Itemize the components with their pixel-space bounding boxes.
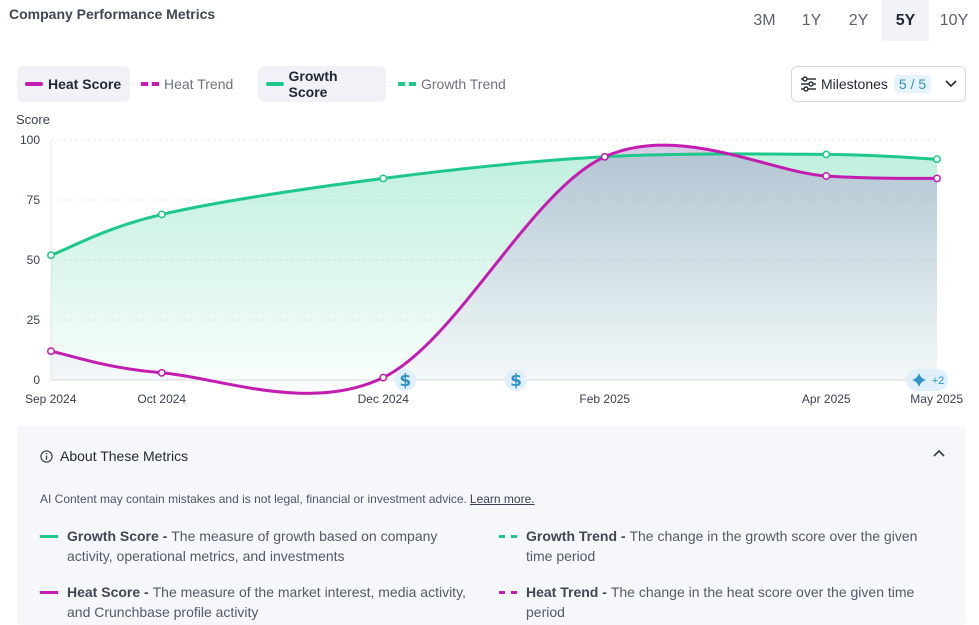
x-tick-label: Apr 2025 xyxy=(802,392,851,406)
heat-score-term: Heat Score xyxy=(67,584,141,600)
heat-score-swatch xyxy=(40,591,58,594)
about-header: About These Metrics xyxy=(40,448,188,464)
growth-score-term: Growth Score xyxy=(67,528,159,544)
performance-chart: Score 0 25 50 75 100 Sep 2024 Oct 2024 Dec 202… xyxy=(16,112,963,406)
sparkle-icon xyxy=(912,373,926,387)
y-axis-ticks: 0 25 50 75 100 xyxy=(20,133,40,387)
tab-2y[interactable]: 2Y xyxy=(848,11,869,29)
milestone-marker-group[interactable]: +2 xyxy=(906,369,948,391)
data-point[interactable] xyxy=(933,155,941,164)
growth-trend-swatch xyxy=(398,82,416,86)
x-tick-label: Sep 2024 xyxy=(25,392,77,406)
filter-sliders-icon xyxy=(801,76,816,92)
milestones-count-badge: 5 / 5 xyxy=(893,75,932,93)
x-tick-label: Feb 2025 xyxy=(579,392,630,406)
growth-score-swatch xyxy=(266,82,284,86)
y-tick-label: 50 xyxy=(27,253,41,267)
x-tick-label: May 2025 xyxy=(910,392,963,406)
heat-trend-definition: Heat Trend - The change in the heat scor… xyxy=(499,582,929,622)
ai-disclaimer: AI Content may contain mistakes and is n… xyxy=(40,492,535,506)
growth-score-text: The measure of growth based on company a… xyxy=(67,528,438,564)
milestone-overflow-count: +2 xyxy=(932,375,945,387)
milestone-marker[interactable]: $ xyxy=(394,369,417,391)
tab-1y[interactable]: 1Y xyxy=(801,11,822,29)
growth-trend-swatch xyxy=(499,535,517,538)
tab-3m[interactable]: 3M xyxy=(753,11,776,29)
time-range-tabs: 3M 1Y 2Y 5Y 10Y xyxy=(741,0,979,41)
chevron-up-icon[interactable] xyxy=(932,446,946,460)
heat-trend-term: Heat Trend xyxy=(526,584,599,600)
dollar-icon: $ xyxy=(510,371,522,391)
x-tick-label: Oct 2024 xyxy=(137,392,186,406)
heat-score-text: The measure of the market interest, medi… xyxy=(67,584,466,620)
y-axis-title: Score xyxy=(16,112,50,127)
dollar-icon: $ xyxy=(399,371,411,391)
data-point[interactable] xyxy=(379,373,388,382)
heat-trend-swatch xyxy=(141,82,159,86)
tab-5y[interactable]: 5Y xyxy=(882,0,929,41)
y-tick-label: 25 xyxy=(27,313,41,327)
legend-growth-score[interactable]: Growth Score xyxy=(258,66,386,102)
growth-score-definition: Growth Score - The measure of growth bas… xyxy=(40,526,470,566)
legend-growth-trend[interactable]: Growth Trend xyxy=(390,66,520,102)
about-metrics-panel: About These Metrics AI Content may conta… xyxy=(17,426,966,625)
growth-score-swatch xyxy=(40,535,58,538)
heat-trend-swatch xyxy=(499,591,517,594)
growth-trend-definition: Growth Trend - The change in the growth … xyxy=(499,526,929,566)
learn-more-link[interactable]: Learn more. xyxy=(469,492,535,506)
milestones-dropdown[interactable]: Milestones 5 / 5 xyxy=(791,66,966,102)
data-point[interactable] xyxy=(47,251,55,260)
data-point[interactable] xyxy=(157,210,166,219)
data-points xyxy=(47,150,941,382)
data-point[interactable] xyxy=(379,174,388,183)
x-tick-label: Dec 2024 xyxy=(358,392,410,406)
heat-trend-text: The change in the heat score over the gi… xyxy=(526,584,915,620)
info-icon xyxy=(40,449,53,463)
milestone-markers: $ $ +2 xyxy=(394,369,948,391)
milestones-label: Milestones xyxy=(821,76,888,92)
about-title: About These Metrics xyxy=(60,448,189,464)
heat-score-area xyxy=(51,145,937,394)
heat-score-swatch xyxy=(25,82,43,86)
data-point[interactable] xyxy=(933,174,941,183)
legend-heat-score-label: Heat Score xyxy=(48,76,122,92)
milestone-marker[interactable]: $ xyxy=(505,369,527,391)
y-tick-label: 0 xyxy=(33,373,40,387)
data-point[interactable] xyxy=(822,172,831,180)
data-point[interactable] xyxy=(822,150,831,159)
data-point[interactable] xyxy=(157,368,166,377)
x-axis-ticks: Sep 2024 Oct 2024 Dec 2024 Feb 2025 Apr 2025… xyxy=(25,392,963,406)
legend-heat-trend[interactable]: Heat Trend xyxy=(133,66,256,102)
y-tick-label: 100 xyxy=(20,133,40,147)
page-title: Company Performance Metrics xyxy=(9,6,216,22)
tab-10y[interactable]: 10Y xyxy=(939,11,969,29)
growth-trend-term: Growth Trend xyxy=(526,528,617,544)
legend-growth-trend-label: Growth Trend xyxy=(421,76,506,92)
legend-heat-trend-label: Heat Trend xyxy=(164,76,234,92)
disclaimer-text: AI Content may contain mistakes and is n… xyxy=(40,492,467,506)
legend-growth-score-label: Growth Score xyxy=(288,68,338,100)
chevron-down-icon xyxy=(945,80,957,88)
legend-heat-score[interactable]: Heat Score xyxy=(17,66,130,102)
data-point[interactable] xyxy=(47,347,55,356)
y-tick-label: 75 xyxy=(27,193,41,207)
heat-score-definition: Heat Score - The measure of the market i… xyxy=(40,582,470,622)
data-point[interactable] xyxy=(600,152,609,161)
chart-legend: Heat Score Heat Trend Growth Score Growt… xyxy=(17,66,520,102)
growth-trend-text: The change in the growth score over the … xyxy=(526,528,918,564)
